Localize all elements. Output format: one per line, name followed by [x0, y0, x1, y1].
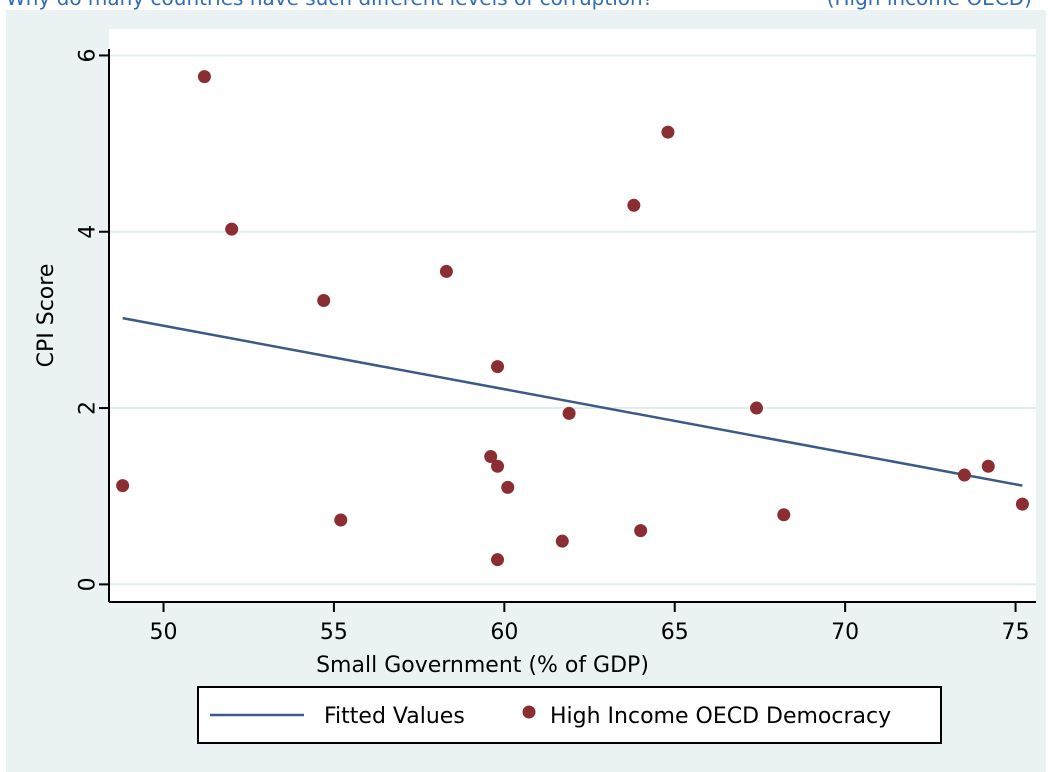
data-point — [334, 513, 348, 527]
x-tick-label: 60 — [490, 620, 518, 645]
data-point — [562, 406, 576, 420]
data-point — [491, 459, 505, 473]
data-point — [491, 360, 505, 374]
legend-dot-swatch — [522, 705, 536, 719]
data-point — [491, 553, 505, 567]
data-point — [484, 450, 498, 464]
x-tick-label: 75 — [1002, 620, 1030, 645]
plot-area — [109, 29, 1036, 602]
data-point — [439, 264, 453, 278]
y-tick-label: 6 — [76, 48, 101, 62]
x-tick-label: 65 — [661, 620, 689, 645]
header-fragment-right: (High income OECD) — [827, 0, 1032, 8]
data-point — [634, 524, 648, 538]
axes: 0 2 4 6 50 55 60 65 70 75 — [76, 48, 1036, 645]
legend: Fitted Values High Income OECD Democracy — [197, 686, 942, 744]
y-axis-title: CPI Score — [34, 264, 59, 368]
data-point — [661, 125, 675, 139]
y-tick-label: 4 — [76, 225, 101, 239]
data-point — [501, 480, 515, 494]
data-point — [750, 401, 764, 415]
data-point — [116, 479, 130, 493]
data-point — [981, 459, 995, 473]
data-point — [957, 468, 971, 482]
y-tick-label: 0 — [76, 577, 101, 591]
header-strip: Why do many countries have such differen… — [0, 0, 1050, 10]
data-point — [555, 534, 569, 548]
fitted-values-line — [122, 316, 1023, 487]
chart-frame: 0 2 4 6 50 55 60 65 70 75 Small Government (% of … — [6, 10, 1046, 772]
data-points — [116, 70, 1029, 567]
fitted-line-layer — [122, 316, 1023, 487]
y-tick-label: 2 — [76, 401, 101, 415]
plot-background — [109, 29, 1036, 602]
x-tick-label: 70 — [831, 620, 859, 645]
data-point — [1015, 497, 1029, 511]
data-point — [225, 222, 239, 236]
x-tick-label: 55 — [320, 620, 348, 645]
x-tick-label: 50 — [150, 620, 178, 645]
data-point — [317, 294, 331, 308]
header-fragment-left: Why do many countries have such differen… — [6, 0, 653, 8]
legend-box — [197, 686, 942, 744]
scatter-chart: 0 2 4 6 50 55 60 65 70 75 Small Government (% of … — [34, 29, 1036, 744]
grid-lines — [109, 54, 1036, 586]
data-point — [197, 70, 211, 84]
data-point — [777, 508, 791, 522]
legend-label-high-income-oecd: High Income OECD Democracy — [550, 704, 891, 729]
legend-label-fitted-values: Fitted Values — [324, 704, 465, 729]
data-point — [627, 198, 641, 212]
x-axis-title: Small Government (% of GDP) — [316, 653, 649, 678]
